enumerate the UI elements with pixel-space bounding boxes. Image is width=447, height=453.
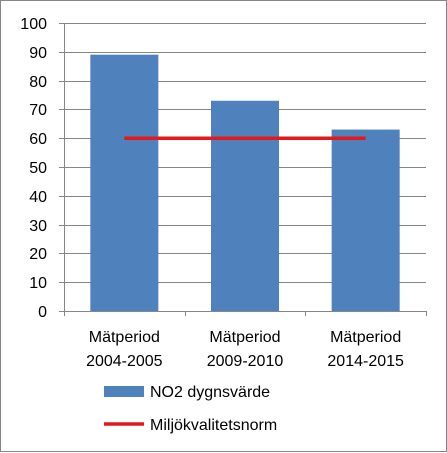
x-category-label: 2004-2005 xyxy=(86,353,163,370)
x-category-label: Mätperiod xyxy=(330,329,401,346)
bar xyxy=(211,100,279,311)
bars xyxy=(90,54,400,312)
y-tick-label: 40 xyxy=(29,189,47,206)
y-axis-ticks: 0 10 20 30 40 50 60 70 80 90 100 xyxy=(20,16,64,321)
axes xyxy=(64,23,427,316)
y-tick-label: 30 xyxy=(29,218,47,235)
x-axis-categories: Mätperiod 2004-2005 Mätperiod 2009-2010 Mätp… xyxy=(86,329,404,370)
y-tick-label: 10 xyxy=(29,275,47,292)
legend-swatch-bar xyxy=(104,386,144,397)
x-category-label: 2009-2010 xyxy=(207,353,284,370)
y-tick-label: 90 xyxy=(29,45,47,62)
y-tick-label: 20 xyxy=(29,246,47,263)
y-tick-label: 80 xyxy=(29,74,47,91)
x-category-label: Mätperiod xyxy=(89,329,160,346)
y-tick-label: 70 xyxy=(29,102,47,119)
y-tick-label: 0 xyxy=(38,304,47,321)
x-category-label: Mätperiod xyxy=(209,329,280,346)
y-tick-label: 100 xyxy=(20,16,47,33)
y-tick-label: 60 xyxy=(29,131,47,148)
bar xyxy=(90,54,159,312)
x-category-label: 2014-2015 xyxy=(327,353,404,370)
y-tick-label: 50 xyxy=(29,160,47,177)
bar xyxy=(331,129,400,311)
legend-label: Miljökvalitetsnorm xyxy=(150,417,277,434)
legend-label: NO2 dygnsvärde xyxy=(150,384,270,401)
legend: NO2 dygnsvärde Miljökvalitetsnorm xyxy=(104,384,277,434)
